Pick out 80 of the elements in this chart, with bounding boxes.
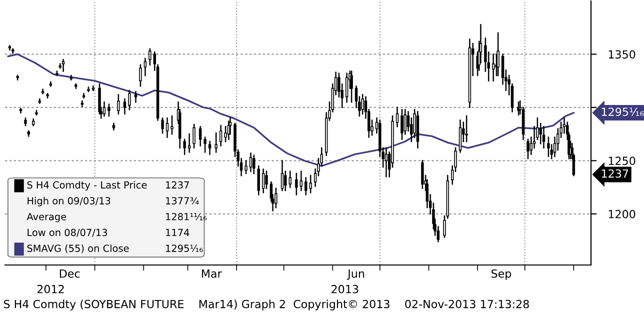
candlestick: [204, 136, 206, 153]
text: 1295¹⁄₁₆: [602, 108, 644, 116]
candlestick: [262, 168, 265, 194]
candlestick: [252, 154, 256, 174]
legend-label: S H4 Comdty - Last Price: [27, 181, 147, 191]
candlestick: [539, 122, 542, 144]
candlestick: [183, 138, 186, 155]
text: 2013: [332, 284, 358, 294]
candlestick: [265, 170, 268, 189]
candlestick: [117, 94, 120, 114]
annotation: 1174: [166, 228, 190, 236]
line-series: [7, 53, 575, 167]
annotation: 1377¾: [166, 197, 199, 204]
candlestick: [274, 188, 278, 208]
candlestick: [304, 177, 308, 196]
candlestick: [41, 88, 44, 94]
x-tick-label: Mar: [202, 270, 222, 278]
candlestick: [400, 108, 404, 140]
candlestick: [496, 32, 500, 76]
candlestick: [128, 90, 131, 110]
candlestick: [214, 132, 218, 153]
candlestick: [49, 81, 52, 87]
y-tick-label: 1350: [608, 50, 636, 59]
candlestick: [396, 106, 399, 128]
annotation: 1281¹¹⁄₁₆: [166, 212, 207, 220]
candlestick: [19, 108, 22, 114]
annotation: 1295¹⁄₁₆: [166, 244, 203, 252]
candlestick: [361, 94, 364, 114]
y-tick-label: 1250: [608, 156, 636, 166]
candlestick: [148, 48, 152, 66]
candlestick: [492, 54, 495, 82]
text: S H4 Comdty (SOYBEAN FUTURE Mar14) Graph 2 Copyright© 2013 02-Nov-2013 17:13:28: [4, 300, 529, 310]
candlestick: [188, 133, 191, 153]
candlestick: [244, 160, 248, 174]
candlestick: [38, 98, 42, 104]
candlestick: [300, 170, 303, 192]
candlestick: [547, 136, 550, 158]
candlestick: [542, 126, 546, 149]
candlestick: [92, 86, 95, 92]
candlestick: [198, 126, 202, 146]
candlestick: [284, 170, 287, 192]
candlestick: [170, 115, 174, 135]
candlestick: [219, 124, 222, 146]
candlestick: [384, 147, 388, 178]
candlestick: [421, 160, 424, 189]
x-tick-label: Dec: [60, 270, 80, 278]
candlestick: [257, 165, 260, 196]
candlestick: [350, 70, 353, 103]
candlestick: [144, 58, 147, 76]
legend-label: SMAVG (55) on Close: [27, 244, 129, 254]
annotation: Low on 08/07/13: [28, 228, 108, 237]
x-tick-label: Sep: [491, 269, 512, 280]
candlestick: [161, 117, 164, 134]
candlestick: [345, 72, 348, 103]
candlestick: [70, 74, 73, 80]
candlestick: [102, 102, 106, 117]
candlestick: [208, 140, 212, 155]
candlestick: [458, 120, 462, 153]
annotation: 1237: [166, 181, 189, 189]
annotation: High on 09/03/13: [28, 196, 110, 206]
y-tick-label: 1200: [608, 210, 636, 218]
candlestick: [526, 138, 530, 160]
candlestick: [123, 98, 126, 114]
candlestick: [58, 63, 62, 69]
candlestick: [98, 83, 101, 114]
candlestick: [8, 45, 12, 51]
candlestick: [139, 64, 142, 87]
text: 1237: [602, 169, 628, 178]
candlestick: [295, 172, 298, 196]
candlestick: [249, 152, 252, 172]
x-tick-label: Jun: [347, 270, 364, 280]
text: 2012: [37, 284, 64, 294]
candlestick: [465, 115, 468, 142]
candlestick: [166, 117, 169, 138]
candlestick: [288, 170, 292, 188]
candlestick: [108, 104, 110, 117]
annotation: Average: [26, 213, 66, 222]
candlestick: [280, 160, 284, 192]
candlestick: [192, 124, 196, 149]
candlestick: [309, 174, 312, 194]
